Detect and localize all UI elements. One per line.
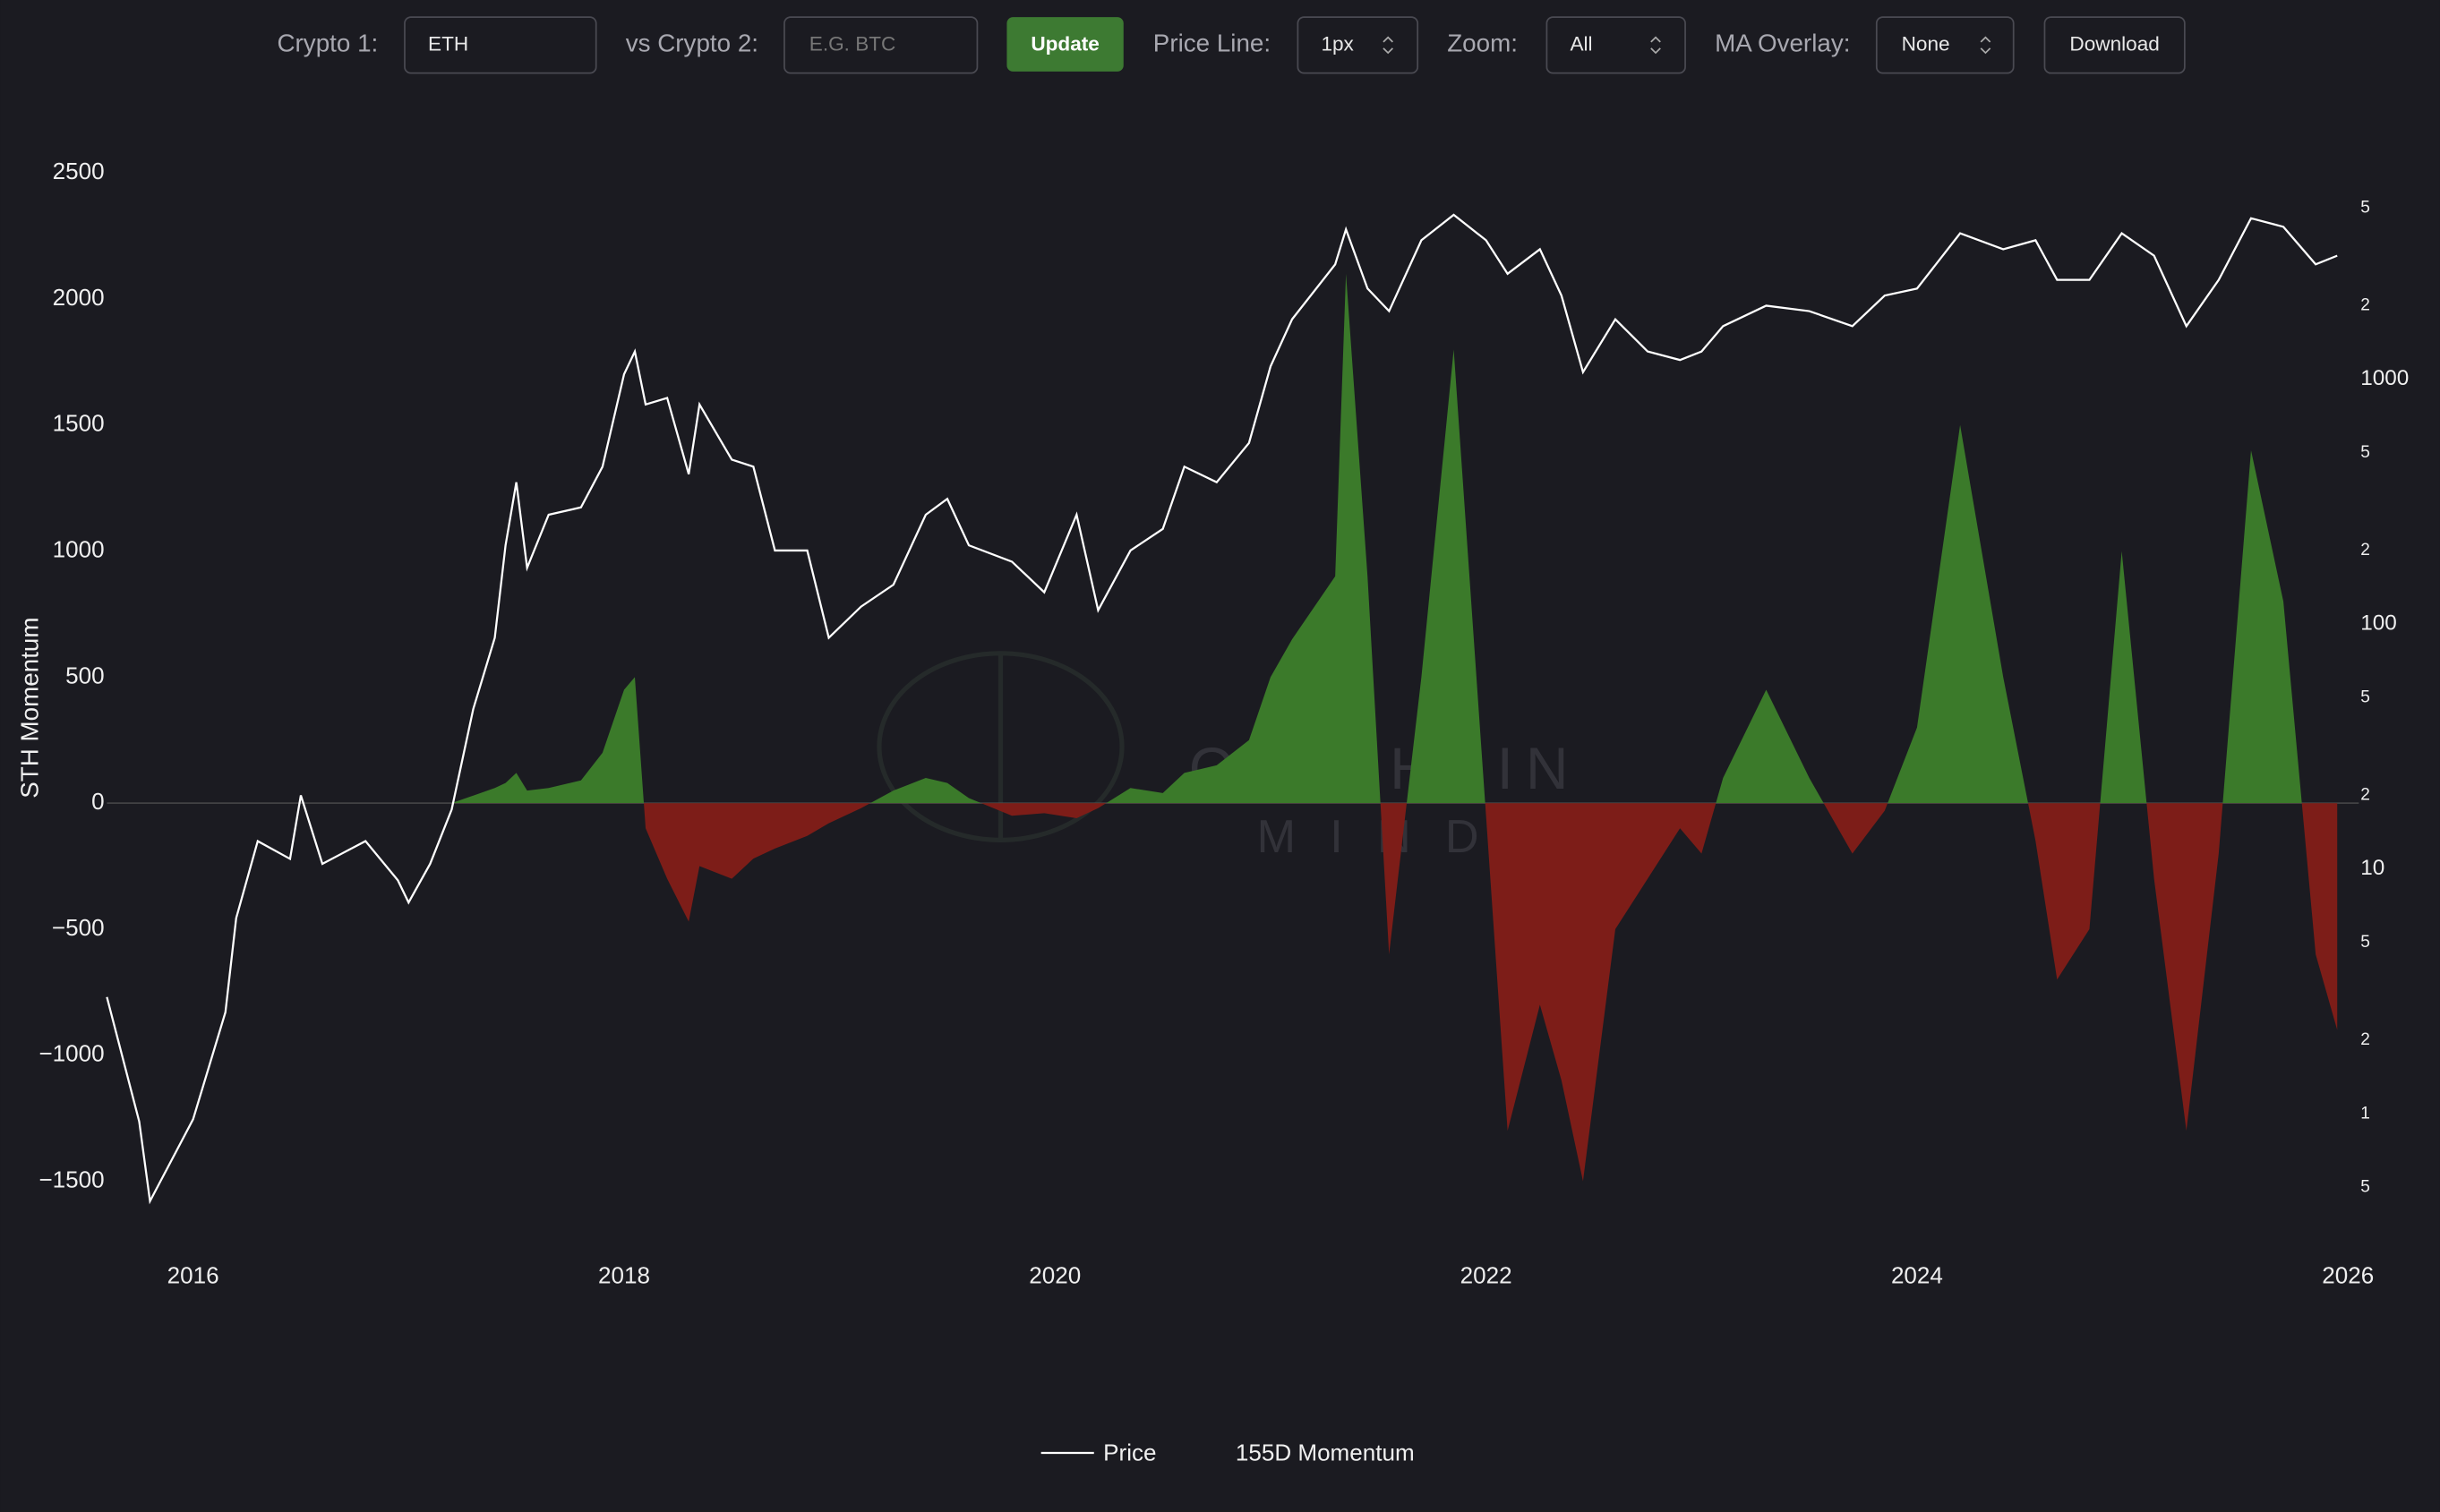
y2-tick-label: 2 xyxy=(2360,541,2370,560)
x-tick-label: 2016 xyxy=(167,1262,219,1289)
y2-tick-label: 5 xyxy=(2360,443,2370,462)
price-line-select[interactable] xyxy=(1297,16,1419,74)
y2-tick-label: 5 xyxy=(2360,688,2370,707)
chevron xyxy=(1383,36,1393,55)
x-tick-label: 2018 xyxy=(598,1262,650,1289)
y-tick-label: 1000 xyxy=(53,535,105,562)
price-line xyxy=(106,213,2338,1205)
crypto1-input[interactable] xyxy=(404,16,597,74)
zoom-select[interactable] xyxy=(1545,16,1686,74)
y-axis-label: STH Momentum xyxy=(15,617,43,798)
x-tick-label: 2020 xyxy=(1029,1262,1081,1289)
y2-tick-label: 5 xyxy=(2360,933,2370,952)
x-tick-label: 2024 xyxy=(1891,1262,1943,1289)
label: Zoom: xyxy=(1447,30,1518,57)
y-tick-label: 2000 xyxy=(53,284,105,311)
y2-tick-label: 10 xyxy=(2360,856,2384,880)
y-tick-label: 1500 xyxy=(53,410,105,437)
label: vs Crypto 2: xyxy=(626,30,758,57)
button-label: Update xyxy=(1031,32,1100,55)
y-tick-label: 500 xyxy=(65,662,104,688)
y-tick-label: 2500 xyxy=(53,158,105,184)
select-value: None xyxy=(1902,32,1950,55)
chevron xyxy=(1650,36,1661,55)
select-value: All xyxy=(1570,32,1592,55)
y2-tick-label: 2 xyxy=(2360,1030,2370,1049)
y2-tick-label: 1 xyxy=(2360,1104,2370,1123)
legend-label: 155D Momentum xyxy=(1236,1439,1415,1466)
plot: 2016 2018 2020 2022 2024 20262500200015001000… xyxy=(39,158,2409,1465)
label: Price Line: xyxy=(1153,30,1271,57)
watermark-text: MIND xyxy=(1257,811,1513,863)
y2-tick-label: 5 xyxy=(2360,199,2370,218)
y2-tick-label: 100 xyxy=(2360,611,2397,636)
download-button[interactable] xyxy=(2043,16,2186,74)
x-tick-label: 2022 xyxy=(1460,1262,1512,1289)
button-label: Download xyxy=(2069,32,2159,55)
momentum-area-positive xyxy=(107,273,2338,804)
ma-select[interactable] xyxy=(1875,16,2015,74)
x-tick-label: 2026 xyxy=(2322,1262,2374,1289)
label: MA Overlay: xyxy=(1715,30,1850,57)
crypto2-input[interactable] xyxy=(783,16,979,74)
y2-tick-label: 2 xyxy=(2360,785,2370,804)
input-value: ETH xyxy=(428,32,468,55)
select-value: 1px xyxy=(1321,32,1354,55)
toolbar: Crypto 1: ETH vs Crypto 2: E.G. BTC Upda… xyxy=(277,16,2186,74)
y-tick-label: −1500 xyxy=(39,1166,104,1192)
y-tick-label: −1000 xyxy=(39,1040,104,1067)
y-tick-label: 0 xyxy=(91,788,105,815)
label: Crypto 1: xyxy=(277,30,378,57)
legend-label: Price xyxy=(1103,1439,1156,1466)
placeholder: E.G. BTC xyxy=(809,32,896,55)
y2-tick-label: 2 xyxy=(2360,296,2370,315)
update-button[interactable] xyxy=(1006,17,1124,72)
chevron xyxy=(1980,36,1991,55)
y2-tick-label: 5 xyxy=(2360,1178,2370,1197)
y-tick-label: −500 xyxy=(52,914,105,941)
y2-tick-label: 1000 xyxy=(2360,366,2409,390)
momentum-area-negative xyxy=(644,803,2338,1182)
